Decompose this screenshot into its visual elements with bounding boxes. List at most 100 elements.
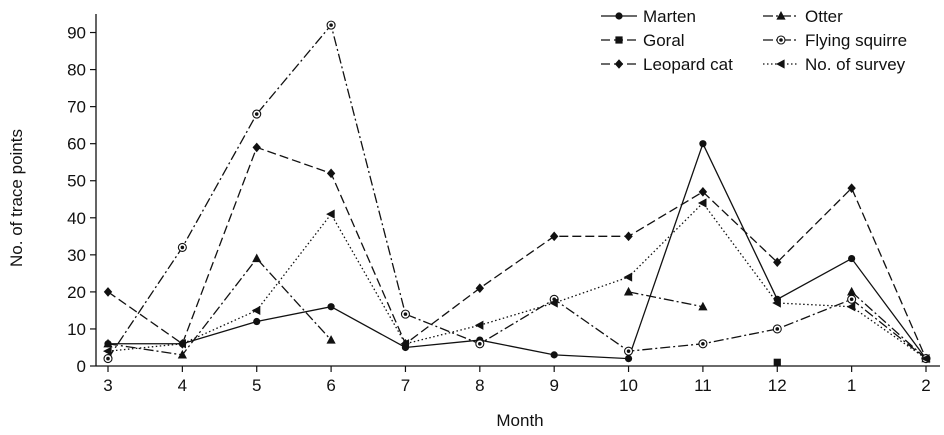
data-point	[103, 287, 113, 297]
y-tick-label: 30	[67, 246, 86, 265]
data-point	[177, 242, 187, 252]
data-point	[252, 109, 262, 119]
data-point	[177, 349, 187, 359]
legend-item: No. of survey	[763, 55, 906, 74]
data-point	[847, 183, 856, 193]
y-tick-label: 80	[67, 61, 86, 80]
data-point	[623, 346, 634, 356]
data-point	[623, 272, 633, 282]
series-line	[107, 146, 927, 359]
series-marten	[104, 140, 930, 363]
legend-item: Marten	[601, 7, 696, 26]
x-tick-label: 6	[326, 376, 335, 395]
legend-marker	[615, 36, 623, 44]
data-point	[326, 168, 336, 179]
data-point	[698, 301, 708, 311]
legend-label: Leopard cat	[643, 55, 733, 74]
data-point	[103, 346, 112, 356]
series-line	[851, 291, 927, 360]
data-point	[848, 254, 856, 263]
x-tick-label: 8	[475, 376, 484, 395]
x-tick-label: 4	[178, 376, 187, 395]
data-point	[699, 140, 707, 148]
data-point	[252, 253, 262, 263]
legend-label: Otter	[805, 7, 843, 26]
legend-label: Flying squirre	[805, 31, 907, 50]
data-point	[697, 198, 707, 208]
y-tick-label: 0	[77, 357, 86, 376]
legend-item: Flying squirre	[763, 31, 907, 50]
data-point	[475, 283, 485, 293]
legend-marker	[776, 59, 785, 69]
x-tick-label: 7	[401, 376, 410, 395]
data-point	[549, 298, 558, 308]
legend-item: Goral	[601, 31, 685, 50]
data-point	[623, 286, 634, 296]
x-tick-label: 1	[847, 376, 856, 395]
series-no-of-survey	[103, 198, 930, 364]
data-point	[624, 354, 633, 363]
data-point	[698, 339, 708, 349]
data-point	[252, 142, 261, 153]
data-point	[698, 187, 708, 197]
data-point	[326, 335, 336, 344]
data-point	[474, 320, 484, 330]
data-point	[549, 231, 559, 242]
data-point	[847, 294, 857, 304]
series-otter	[103, 253, 931, 363]
series-line	[107, 257, 332, 356]
data-point	[177, 339, 186, 349]
data-point	[400, 309, 411, 319]
data-point	[550, 351, 558, 359]
y-tick-label: 50	[67, 172, 86, 191]
data-point	[847, 286, 857, 296]
y-tick-label: 20	[67, 283, 86, 302]
series-goral	[773, 358, 781, 366]
data-point	[103, 338, 113, 348]
legend: Marten Goral Leopard cat Otter Flying squirr…	[601, 7, 907, 74]
data-point	[103, 354, 113, 364]
data-point	[921, 353, 930, 364]
y-axis: 0 10 20 30 40 50 60 70 80 90	[67, 14, 97, 376]
x-tick-label: 10	[619, 376, 638, 395]
y-tick-label: 70	[67, 98, 86, 117]
x-axis-label: Month	[496, 411, 543, 430]
y-tick-label: 60	[67, 135, 86, 154]
x-tick-label: 9	[549, 376, 558, 395]
data-point	[326, 20, 336, 30]
data-point	[624, 231, 633, 242]
data-point	[400, 339, 410, 349]
legend-item: Leopard cat	[601, 55, 733, 74]
series-line	[107, 201, 927, 360]
series-line	[628, 291, 704, 308]
data-point	[773, 358, 781, 366]
data-point	[772, 324, 782, 334]
data-point	[772, 298, 781, 308]
legend-item: Otter	[763, 7, 843, 26]
legend-marker	[776, 35, 786, 45]
x-tick-label: 11	[694, 376, 712, 395]
legend-label: Goral	[643, 31, 685, 50]
data-point	[326, 209, 335, 219]
legend-marker	[614, 59, 624, 69]
data-point	[251, 305, 261, 316]
x-axis: 3 4 5 6 7 8 9 10 11 12 1 2	[96, 365, 940, 395]
legend-label: No. of survey	[805, 55, 906, 74]
y-axis-label: No. of trace points	[7, 129, 26, 267]
legend-marker	[615, 12, 623, 20]
legend-label: Marten	[643, 7, 696, 26]
series-line	[108, 141, 927, 360]
y-tick-label: 90	[67, 24, 86, 43]
x-tick-label: 2	[921, 376, 930, 395]
legend-marker	[776, 11, 786, 20]
x-tick-label: 3	[103, 376, 112, 395]
series-group	[103, 20, 931, 366]
data-point	[253, 317, 261, 326]
data-point	[773, 257, 782, 268]
series-flying-squirre	[103, 20, 931, 364]
y-tick-label: 40	[67, 209, 86, 228]
y-tick-label: 10	[67, 320, 86, 339]
data-point	[327, 303, 335, 311]
data-point	[846, 302, 856, 312]
